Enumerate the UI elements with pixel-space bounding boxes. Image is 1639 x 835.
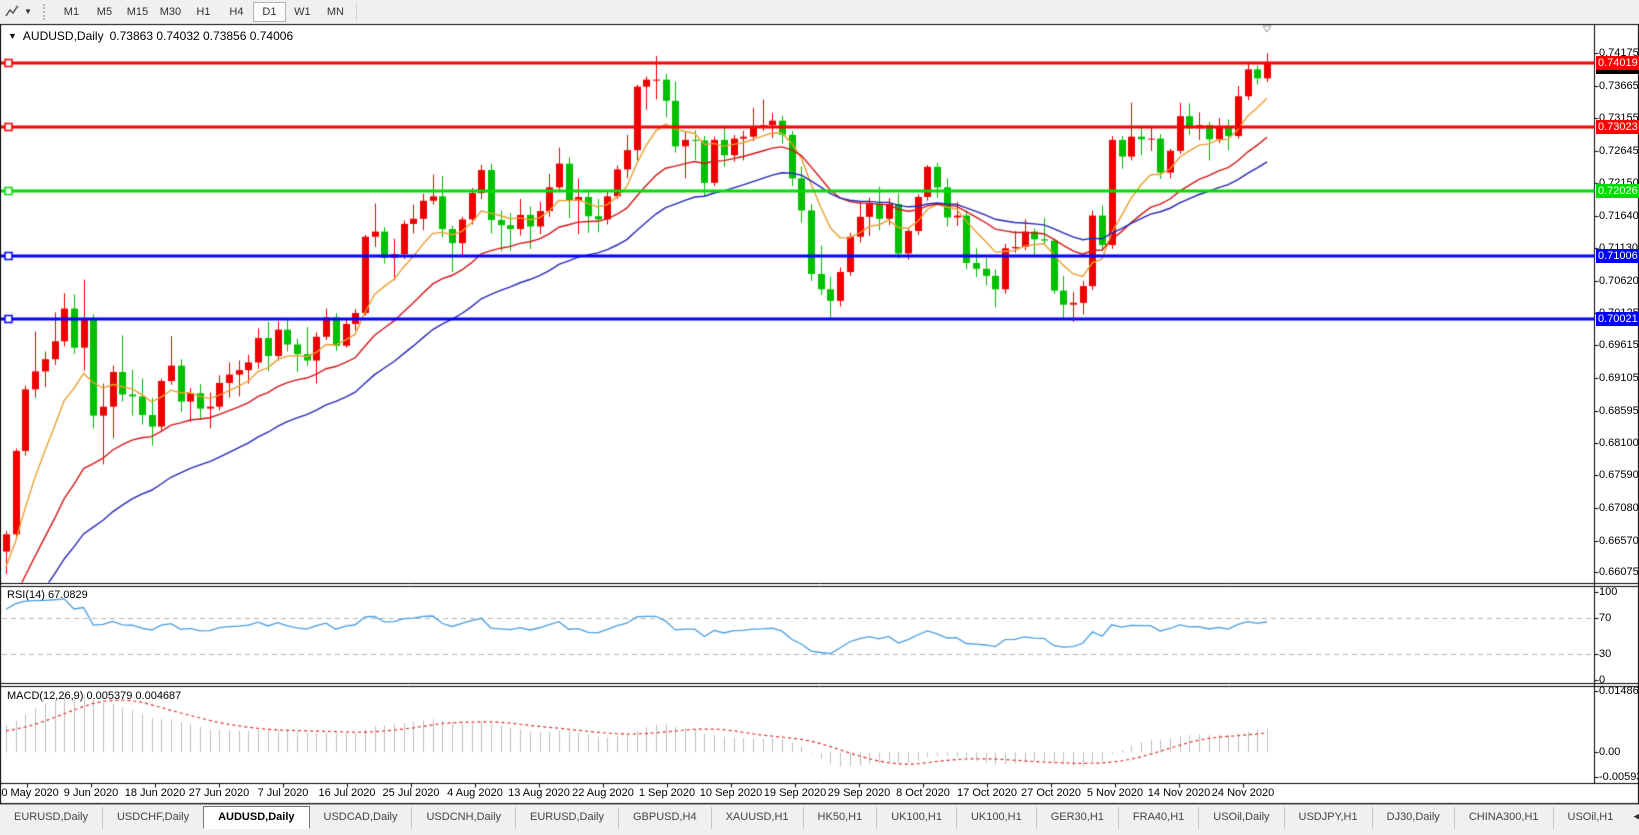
chart-ohlc-values: 0.73863 0.74032 0.73856 0.74006 [109,29,294,43]
chart-tab-usdcad-daily[interactable]: USDCAD,Daily [323,811,398,823]
chart-tab-fra40-h1[interactable]: FRA40,H1 [1117,807,1198,829]
chart-tab-hk50-h1[interactable]: HK50,H1 [802,807,877,829]
tabs-scroll-left-icon[interactable]: ◀ [1633,811,1639,821]
chart-tab-eurusd-daily[interactable]: EURUSD,Daily [14,811,88,823]
chart-tab-uk100-h1[interactable]: UK100,H1 [955,807,1036,829]
timeframe-button-m5[interactable]: M5 [96,5,113,18]
timeframe-button-m15[interactable]: M15 [126,5,149,18]
chart-tab-usdcnh-daily[interactable]: USDCNH,Daily [411,807,515,829]
chart-tab-audusd-daily[interactable]: AUDUSD,Daily [203,806,310,829]
timeframe-button-mn[interactable]: MN [326,5,344,18]
timeframe-button-h1[interactable]: H1 [196,5,211,18]
symbol-tab-bar: EURUSD,Daily USDCHF,Daily AUDUSD,Daily USDC… [0,804,1639,835]
chart-tab-ger30-h1[interactable]: GER30,H1 [1035,807,1118,829]
collapse-chart-icon[interactable]: ▼ [8,31,17,41]
chart-title-row: ▼ AUDUSD,Daily 0.73863 0.74032 0.73856 0… [8,29,293,43]
chart-tab-xauusd-h1[interactable]: XAUUSD,H1 [710,807,803,829]
chart-tab-china300-h1[interactable]: CHINA300,H1 [1453,807,1553,829]
timeframe-button-h4[interactable]: H4 [229,5,244,18]
crosshair-tool-icon[interactable]: ▼ [2,3,35,21]
chart-tab-eurusd-daily[interactable]: EURUSD,Daily [515,807,618,829]
chart-tab-usoil-h1[interactable]: USOil,H1 [1552,807,1628,829]
chart-symbol-label: AUDUSD,Daily [22,29,104,43]
chart-tab-usdchf-daily[interactable]: USDCHF,Daily [101,807,203,829]
chart-tab-gbpusd-h4[interactable]: GBPUSD,H4 [618,807,711,829]
toolbar-gripper[interactable] [42,3,49,20]
timeframe-toolbar: ▼ M1 M5 M15 M30 H1 H4 D1 W1 MN [0,0,1639,24]
timeframe-button-w1[interactable]: W1 [294,5,311,18]
chart-tab-uk100-h1[interactable]: UK100,H1 [876,807,956,829]
toolbar-separator [355,2,357,21]
timeframe-button-d1[interactable]: D1 [252,1,286,22]
chart-tab-usdjpy-h1[interactable]: USDJPY,H1 [1283,807,1372,829]
timeframe-button-m1[interactable]: M1 [63,5,80,18]
timeframe-button-m30[interactable]: M30 [159,5,182,18]
dropdown-arrow-icon[interactable]: ▼ [24,7,32,16]
chart-tab-dj30-daily[interactable]: DJ30,Daily [1371,807,1454,829]
chart-tab-usoil-daily[interactable]: USOil,Daily [1198,807,1283,829]
